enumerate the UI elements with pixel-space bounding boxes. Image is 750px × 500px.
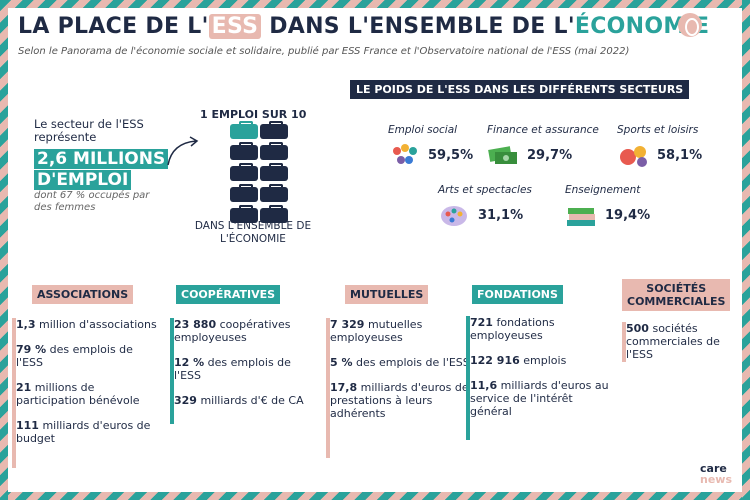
sector-value: 59,5% [428, 147, 474, 163]
subtitle: Selon le Panorama de l'économie sociale … [18, 46, 630, 57]
category-bar [326, 318, 330, 458]
left-border-stripe [0, 0, 8, 500]
stat-item: 17,8 milliards d'euros de prestations à … [330, 381, 469, 420]
category-bar [466, 316, 470, 440]
category-societes: 500 sociétés commerciales de l'ESS [622, 322, 740, 373]
stat-item: 5 % des emplois de l'ESS [330, 356, 470, 369]
title-part1: LA PLACE DE L' [18, 14, 209, 39]
briefcase-icon [260, 142, 288, 160]
briefcase-icon [260, 184, 288, 202]
sector-enseignement: Enseignement 19,4% [565, 184, 650, 228]
briefcase-grid [230, 121, 292, 229]
stat-item: 329 milliards d'€ de CA [174, 394, 304, 407]
sectors-header: LE POIDS DE L'ESS DANS LES DIFFÉRENTS SE… [350, 80, 690, 99]
sector-value: 29,7% [527, 147, 573, 163]
intro-text: Le secteur de l'ESS représente [34, 117, 144, 144]
curved-arrow-icon [167, 136, 199, 166]
sector-label: Emploi social [388, 124, 458, 136]
stat-item: 1,3 million d'associations [16, 318, 157, 331]
in-economy-label: DANS L'ENSEMBLE DE L'ÉCONOMIE [194, 220, 312, 245]
people-icon [393, 144, 417, 164]
big-number: 2,6 MILLIONS D'EMPLOI [34, 149, 169, 191]
stat-item: 21 millions de participation bénévole [16, 381, 140, 407]
one-in-ten-label: 1 EMPLOI SUR 10 [200, 108, 307, 121]
page-title: LA PLACE DE L' ESS DANS L'ENSEMBLE DE L'É… [18, 14, 709, 39]
right-border-stripe [742, 0, 750, 500]
sports-ball-icon [620, 146, 647, 167]
sector-emploi-social: Emploi social 59,5% [388, 124, 473, 168]
stat-item: 7 329 mutuelles employeuses [330, 318, 423, 344]
women-note: dont 67 % occupés par des femmes [34, 190, 150, 213]
care-news-logo: care news [700, 462, 733, 486]
category-cooperatives: 23 880 coopératives employeuses 12 % des… [170, 318, 320, 424]
stat-item: 500 sociétés commerciales de l'ESS [626, 322, 720, 361]
palette-icon [441, 206, 467, 226]
briefcase-icon [230, 142, 258, 160]
title-highlight-ess: ESS [208, 14, 262, 39]
big-number-line1: 2,6 MILLIONS [34, 149, 169, 169]
briefcase-icon [260, 163, 288, 181]
stat-item: 23 880 coopératives employeuses [174, 318, 291, 344]
title-part2: DANS L'ENSEMBLE DE L' [261, 14, 575, 39]
sector-value: 58,1% [657, 147, 703, 163]
brand-logo-icon [678, 13, 702, 37]
stat-item: 79 % des emplois de l'ESS [16, 343, 133, 369]
sector-value: 31,1% [478, 207, 524, 223]
stat-item: 721 fondations employeuses [470, 316, 555, 342]
big-number-line2: D'EMPLOI [34, 170, 132, 190]
sector-label: Sports et loisirs [617, 124, 699, 136]
stat-item: 122 916 emplois [470, 354, 567, 367]
bottom-border-stripe [0, 492, 750, 500]
category-bar [12, 318, 16, 468]
top-border-stripe [0, 0, 750, 8]
briefcase-icon [230, 205, 258, 223]
stat-item: 111 milliards d'euros de budget [16, 419, 151, 445]
stat-item: 11,6 milliards d'euros au service de l'i… [470, 379, 609, 418]
category-label-associations: ASSOCIATIONS [32, 285, 134, 304]
category-associations: 1,3 million d'associations 79 % des empl… [12, 318, 162, 468]
category-label-cooperatives: COOPÉRATIVES [176, 285, 281, 304]
category-label-fondations: FONDATIONS [472, 285, 563, 304]
briefcase-icon [230, 184, 258, 202]
sector-sports: Sports et loisirs 58,1% [617, 124, 702, 168]
sector-value: 19,4% [605, 207, 651, 223]
briefcase-icon [230, 121, 258, 139]
books-icon [567, 208, 595, 226]
stat-item: 12 % des emplois de l'ESS [174, 356, 291, 382]
briefcase-icon [260, 121, 288, 139]
sector-label: Finance et assurance [487, 124, 599, 136]
sector-label: Enseignement [565, 184, 641, 196]
category-label-societes: SOCIÉTÉS COMMERCIALES [622, 279, 731, 311]
money-icon [488, 146, 517, 164]
category-fondations: 721 fondations employeuses 122 916 emplo… [466, 316, 616, 440]
category-bar [622, 322, 626, 362]
sector-finance: Finance et assurance 29,7% [487, 124, 599, 168]
category-bar [170, 318, 174, 424]
briefcase-icon [230, 163, 258, 181]
category-mutuelles: 7 329 mutuelles employeuses 5 % des empl… [326, 318, 476, 458]
sector-label: Arts et spectacles [438, 184, 532, 196]
category-label-mutuelles: MUTUELLES [345, 285, 429, 304]
sector-arts: Arts et spectacles 31,1% [438, 184, 532, 228]
briefcase-icon [260, 205, 288, 223]
